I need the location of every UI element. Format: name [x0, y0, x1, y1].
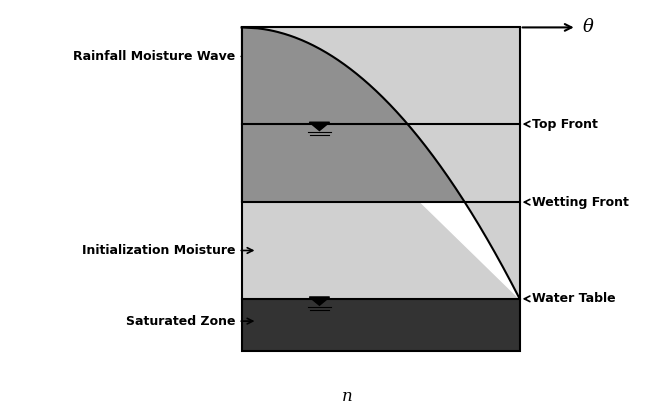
Polygon shape: [309, 122, 329, 130]
Bar: [242, 299, 519, 351]
Polygon shape: [242, 27, 464, 202]
Text: Top Front: Top Front: [533, 118, 598, 130]
Text: θ: θ: [583, 19, 594, 36]
Bar: [242, 27, 519, 351]
Text: Saturated Zone: Saturated Zone: [126, 315, 235, 328]
Text: Water Table: Water Table: [533, 292, 616, 305]
Polygon shape: [309, 297, 329, 305]
Text: Initialization Moisture: Initialization Moisture: [82, 244, 235, 257]
Text: n: n: [342, 388, 353, 404]
Text: Rainfall Moisture Wave: Rainfall Moisture Wave: [73, 50, 235, 63]
Text: Wetting Front: Wetting Front: [533, 196, 630, 208]
Polygon shape: [242, 27, 519, 299]
Bar: [242, 27, 519, 351]
